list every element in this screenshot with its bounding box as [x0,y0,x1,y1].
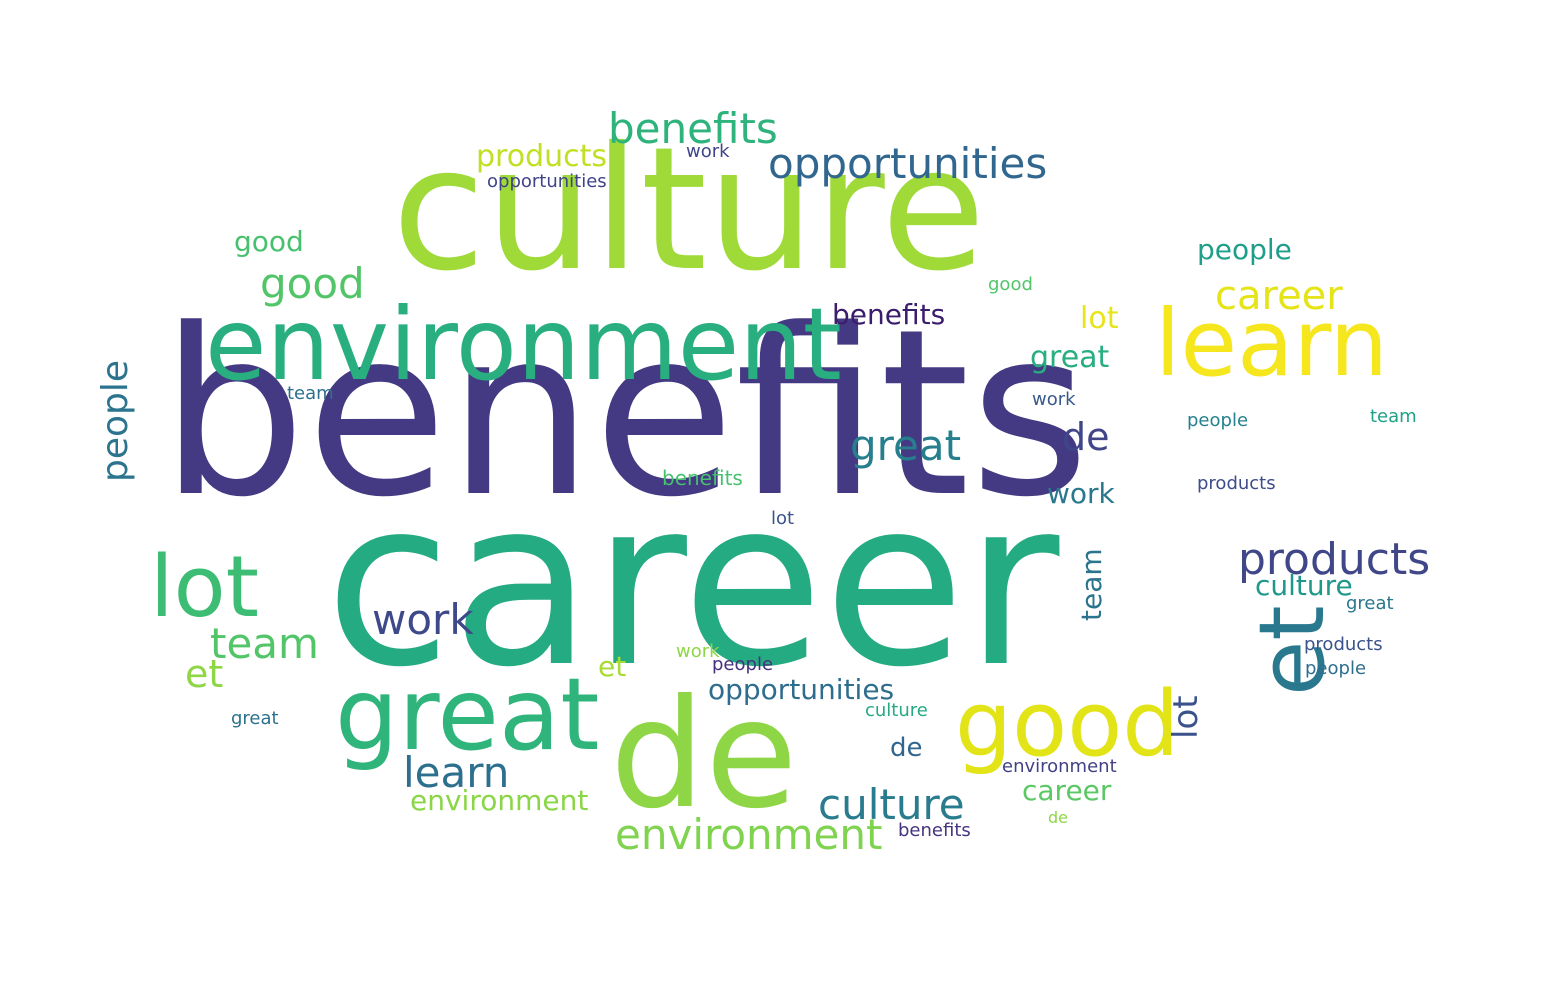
word-de: de [1048,808,1068,827]
word-lot: lot [1166,695,1206,739]
word-et: et [185,652,224,696]
word-culture: culture [818,780,965,829]
word-work: work [372,595,474,644]
word-environment: environment [205,286,842,403]
word-learn: learn [403,748,510,797]
word-people: people [712,654,774,675]
word-opportunities: opportunities [487,171,607,192]
word-benefits: benefits [898,820,971,841]
word-team: team [287,383,334,404]
word-environment: environment [410,784,589,817]
word-benefits: benefits [832,298,946,331]
word-de: de [1062,415,1110,459]
word-work: work [1047,477,1115,510]
word-culture: culture [1255,569,1353,602]
word-people: people [1187,410,1249,431]
word-good: good [988,274,1033,295]
word-team: team [1370,406,1417,427]
word-great: great [1030,340,1110,375]
word-work: work [676,641,720,662]
word-products: products [1197,473,1276,494]
word-great: great [231,708,279,729]
word-good: good [234,225,304,258]
word-good: good [955,672,1180,777]
word-lot: lot [1080,301,1119,336]
word-opportunities: opportunities [768,139,1048,188]
word-opportunities: opportunities [708,673,895,706]
word-career: career [1215,273,1343,319]
word-de: de [890,733,923,763]
word-people: people [1197,233,1292,266]
word-et: et [598,650,627,683]
word-work: work [686,141,730,162]
word-learn: learn [1155,290,1389,397]
word-products: products [1238,534,1431,585]
word-products: products [1304,634,1383,655]
word-culture: culture [865,700,928,721]
word-great: great [335,656,600,773]
word-great: great [850,421,962,470]
word-products: products [476,139,608,174]
word-great: great [1346,593,1394,614]
word-benefits: benefits [662,466,743,490]
word-de: de [610,668,798,842]
word-environment: environment [615,810,883,859]
word-work: work [1032,389,1076,410]
word-team: team [210,619,319,668]
word-environment: environment [1002,756,1117,777]
word-benefits: benefits [608,104,778,153]
word-people: people [1305,658,1367,679]
word-lot: lot [150,538,259,637]
word-benefits: benefits [160,281,1090,548]
word-career: career [325,451,1060,718]
word-lot: lot [771,508,795,529]
word-good: good [260,259,365,308]
word-culture: culture [392,111,986,309]
word-team: team [1075,548,1108,621]
word-people: people [95,359,136,482]
word-career: career [1022,774,1112,807]
